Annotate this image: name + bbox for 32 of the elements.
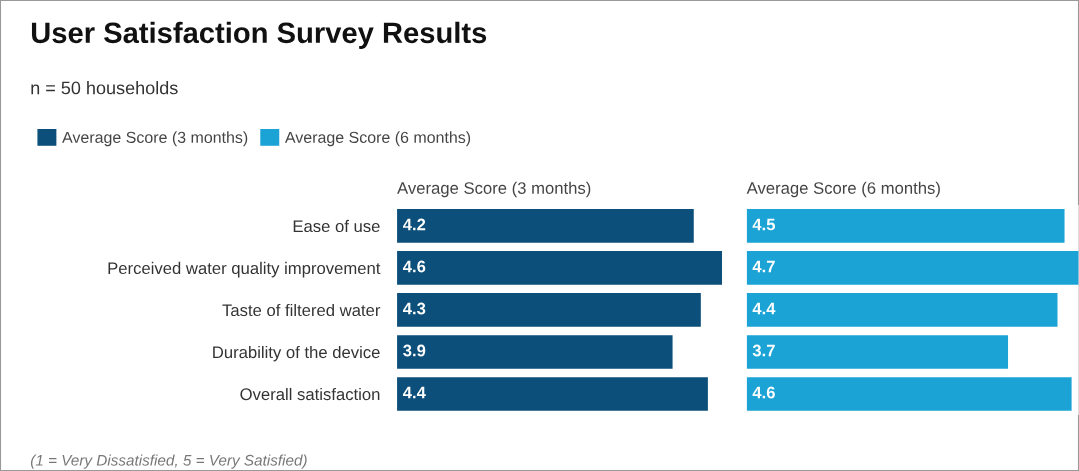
y-tick-label: Durability of the device xyxy=(213,345,380,362)
y-tick-label: Taste of filtered water xyxy=(222,303,381,317)
bar xyxy=(397,293,701,327)
bar xyxy=(397,377,708,411)
text: n = 50 households xyxy=(31,81,178,95)
bar xyxy=(397,335,673,369)
y-tick-label: Overall satisfaction xyxy=(240,387,380,401)
data-label: 4.7 xyxy=(752,260,775,273)
data-label: 3.7 xyxy=(752,344,775,357)
text: Average Score (6 months) xyxy=(746,181,940,198)
bar xyxy=(746,293,1058,327)
y-tick-label: Ease of use xyxy=(293,219,380,233)
bar xyxy=(397,209,694,243)
data-label: 4.4 xyxy=(402,386,426,399)
data-label: 3.9 xyxy=(403,344,426,357)
bar xyxy=(746,335,1009,369)
chart-title: User Satisfaction Survey Results xyxy=(31,21,487,49)
data-label: 4.3 xyxy=(402,302,426,315)
data-label: 4.4 xyxy=(752,302,776,315)
data-label: 4.5 xyxy=(752,218,776,231)
bar xyxy=(397,251,723,285)
legend-label: Average Score (6 months) xyxy=(284,131,471,147)
bar xyxy=(746,251,1079,285)
y-tick-label: Perceived water quality improvement xyxy=(108,261,381,278)
bar xyxy=(746,377,1072,411)
text: (1 = Very Dissatisfied, 5 = Very Satisfied) xyxy=(30,454,307,469)
bar xyxy=(746,209,1065,243)
data-label: 4.2 xyxy=(402,218,426,231)
legend-label: Average Score (3 months) xyxy=(62,131,248,147)
data-label: 4.6 xyxy=(402,260,426,273)
text: Average Score (3 months) xyxy=(397,181,591,198)
data-label: 4.6 xyxy=(752,386,775,399)
